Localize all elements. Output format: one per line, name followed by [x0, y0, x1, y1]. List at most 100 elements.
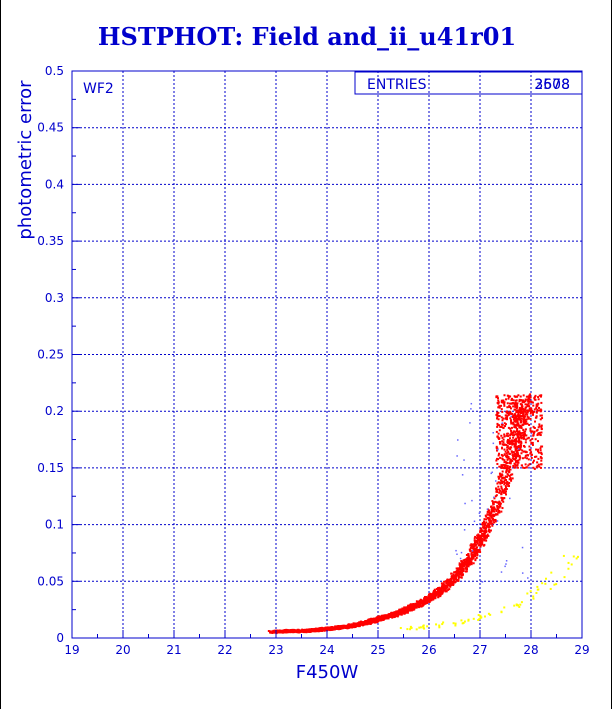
- yellow-data-point: [520, 601, 523, 604]
- red-data-point: [505, 455, 508, 458]
- red-data-point: [516, 415, 519, 418]
- red-data-point: [516, 427, 519, 430]
- red-data-point: [472, 562, 475, 565]
- red-data-point: [497, 458, 500, 461]
- red-data-point: [468, 548, 471, 551]
- red-data-point: [457, 570, 460, 573]
- red-data-point: [417, 600, 420, 603]
- red-data-point: [392, 613, 395, 616]
- red-data-point: [427, 593, 430, 596]
- red-data-point: [396, 612, 399, 615]
- red-data-point: [372, 617, 375, 620]
- red-data-point: [524, 454, 527, 457]
- red-data-point: [498, 406, 501, 409]
- stats-box-value-1: 2608: [534, 77, 570, 93]
- red-data-point: [417, 606, 420, 609]
- red-data-point: [486, 524, 489, 527]
- yellow-data-point: [487, 612, 490, 615]
- y-tick-label: 0.4: [45, 177, 64, 191]
- red-data-point: [354, 625, 357, 628]
- red-data-point: [414, 602, 417, 605]
- red-data-point: [421, 601, 424, 604]
- yellow-data-point: [435, 623, 438, 626]
- yellow-data-point: [575, 557, 578, 560]
- red-data-point: [478, 541, 481, 544]
- red-data-point: [510, 473, 513, 476]
- red-data-point: [428, 596, 431, 599]
- red-data-point: [459, 565, 462, 568]
- red-data-point: [510, 433, 513, 436]
- red-data-point: [379, 616, 382, 619]
- red-data-point: [361, 623, 364, 626]
- red-data-point: [507, 455, 510, 458]
- red-data-point: [514, 405, 517, 408]
- red-data-point: [517, 445, 520, 448]
- red-data-point: [517, 459, 520, 462]
- red-data-point: [503, 404, 506, 407]
- red-data-point: [504, 417, 507, 420]
- red-data-point: [502, 476, 505, 479]
- red-data-point: [496, 411, 499, 414]
- red-data-point: [531, 409, 534, 412]
- red-data-point: [269, 630, 272, 633]
- red-data-point: [359, 620, 362, 623]
- red-data-point: [504, 467, 507, 470]
- red-data-point: [520, 417, 523, 420]
- red-data-point: [503, 453, 506, 456]
- red-data-point: [509, 437, 512, 440]
- red-data-point: [484, 529, 487, 532]
- red-data-point: [518, 454, 521, 457]
- red-data-point: [509, 476, 512, 479]
- red-data-point: [471, 557, 474, 560]
- red-data-point: [528, 463, 531, 466]
- red-data-point: [510, 426, 513, 429]
- red-data-point: [527, 436, 530, 439]
- red-data-point: [487, 509, 490, 512]
- red-data-point: [480, 537, 483, 540]
- red-data-point: [330, 627, 333, 630]
- red-data-point: [503, 497, 506, 500]
- red-data-point: [506, 473, 509, 476]
- red-data-point: [473, 537, 476, 540]
- red-data-point: [519, 445, 522, 448]
- red-data-point: [444, 584, 447, 587]
- red-data-point: [535, 411, 538, 414]
- red-data-point: [469, 546, 472, 549]
- blue-data-point: [464, 502, 466, 505]
- red-data-point: [540, 414, 543, 417]
- red-data-point: [515, 417, 518, 420]
- red-data-point: [389, 614, 392, 617]
- red-data-point: [502, 438, 505, 441]
- red-data-point: [516, 434, 519, 437]
- x-tick-label: 22: [217, 643, 232, 657]
- x-axis-label: F450W: [296, 662, 359, 683]
- blue-data-point: [471, 499, 473, 502]
- yellow-data-point: [454, 622, 457, 625]
- red-data-point: [491, 506, 494, 509]
- red-data-point: [460, 564, 463, 567]
- blue-data-point: [491, 471, 493, 474]
- red-data-point: [350, 624, 353, 627]
- red-data-point: [524, 410, 527, 413]
- red-data-point: [509, 440, 512, 443]
- red-data-point: [506, 446, 509, 449]
- red-data-point: [468, 559, 471, 562]
- red-data-point: [480, 542, 483, 545]
- red-data-point: [464, 558, 467, 561]
- stats-box-value-2: 3578: [534, 77, 570, 93]
- red-data-point: [481, 540, 484, 543]
- red-data-point: [514, 433, 517, 436]
- red-data-point: [447, 580, 450, 583]
- red-data-point: [508, 402, 511, 405]
- red-data-point: [464, 567, 467, 570]
- red-data-point: [410, 607, 413, 610]
- red-data-point: [530, 400, 533, 403]
- red-data-point: [370, 619, 373, 622]
- red-data-point: [457, 577, 460, 580]
- red-data-point: [469, 561, 472, 564]
- red-data-point: [502, 427, 505, 430]
- red-data-point: [284, 629, 287, 632]
- red-data-point: [487, 525, 490, 528]
- red-data-point: [522, 436, 525, 439]
- red-data-point: [488, 525, 491, 528]
